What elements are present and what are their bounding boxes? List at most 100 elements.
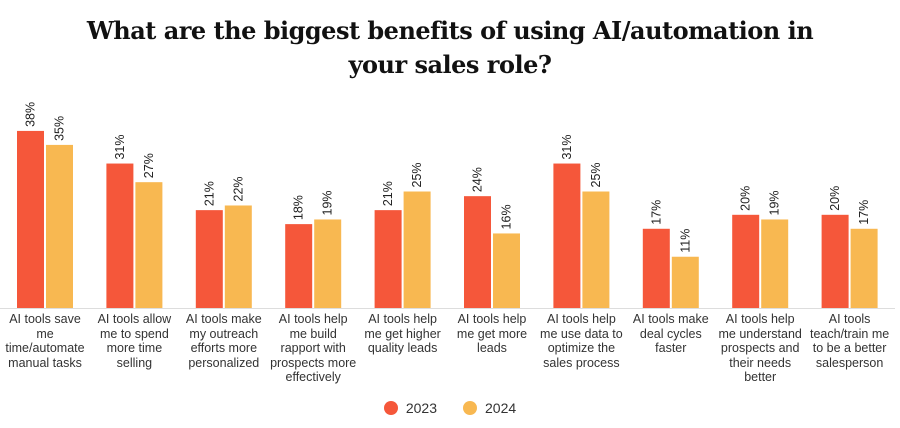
category-label-line: AI tools make <box>185 312 262 326</box>
bar-2024 <box>761 219 789 308</box>
data-label-2024: 25% <box>410 162 424 187</box>
category-label-line: AI tools help <box>725 312 795 326</box>
category-label-line: more time <box>106 341 163 356</box>
bar-2024 <box>135 182 163 308</box>
category-label: AI tools help me get higher quality leads <box>353 312 453 356</box>
category-label-line: faster <box>655 341 687 356</box>
bar-2024 <box>46 144 73 308</box>
bar-chart: 38% 35% 31% 27% 21% 22% 18% 19% 21% 25% 24% 16% 31% 2… <box>0 102 895 309</box>
category-label-line: AI tools help <box>278 312 348 326</box>
category-label-line: teach/train me <box>809 326 890 341</box>
category-label-line: salesperson <box>815 355 884 370</box>
category-label: AI tools make deal cycles faster <box>621 312 721 356</box>
data-label-2023: 21% <box>381 181 395 206</box>
category-label-line: quality leads <box>367 341 438 356</box>
category-label-line: me use data to <box>540 326 623 341</box>
bar-2023 <box>642 228 670 308</box>
category-label-line: AI tools help <box>546 312 616 326</box>
category-label-line: time/automate <box>5 341 85 356</box>
bar-2024 <box>314 219 342 308</box>
category-label-line: me build <box>289 326 337 341</box>
category-label: AI tools help me use data to optimize the s… <box>531 312 631 370</box>
category-label: AI tools make my outreach efforts more pers… <box>174 312 274 370</box>
legend-item-2023[interactable]: 2023 <box>383 400 437 416</box>
bar-2024 <box>224 205 252 308</box>
legend-swatch-2024 <box>463 401 477 415</box>
bar-2024 <box>671 256 699 308</box>
bar-2024 <box>403 191 431 308</box>
category-label-line: leads <box>477 341 507 356</box>
category-label-line: AI tools save <box>9 312 81 326</box>
data-label-2023: 24% <box>471 167 485 192</box>
data-label-2024: 27% <box>142 153 156 178</box>
legend-swatch-2023 <box>383 401 398 415</box>
data-label-2023: 18% <box>292 195 306 220</box>
category-label: AI tools help me get more leads <box>442 312 542 356</box>
category-label-line: prospects more <box>270 355 357 370</box>
category-label-line: me understand <box>718 326 802 341</box>
category-label-line: their needs <box>729 355 792 370</box>
data-label-2024: 25% <box>589 162 603 187</box>
category-label-line: effectively <box>285 370 341 385</box>
bar-2024 <box>850 228 878 308</box>
data-label-2024: 17% <box>857 200 871 225</box>
data-label-2023: 21% <box>202 181 216 206</box>
bar-2023 <box>732 214 760 308</box>
legend-label-2023: 2023 <box>405 400 437 416</box>
bar-2023 <box>285 224 313 308</box>
data-label-2023: 17% <box>649 200 663 225</box>
category-label-line: AI tools make <box>632 312 709 326</box>
category-label-line: optimize the <box>547 341 616 356</box>
category-label-line: to be a better <box>812 341 887 356</box>
category-label-line: me get higher <box>364 326 441 341</box>
category-label-line: AI tools <box>828 312 871 326</box>
category-label-line: AI tools help <box>368 312 437 326</box>
category-label: AI tools help me understand prospects and t… <box>710 312 810 385</box>
legend-label-2024: 2024 <box>485 400 517 416</box>
data-label-2023: 38% <box>24 102 38 127</box>
bar-2023 <box>17 130 44 308</box>
data-label-2024: 22% <box>231 176 245 201</box>
category-label-line: sales process <box>543 355 620 370</box>
bar-2023 <box>374 210 402 308</box>
bar-2024 <box>493 233 520 308</box>
data-label-2024: 16% <box>500 204 514 229</box>
category-label-line: prospects and <box>720 341 800 356</box>
data-label-2023: 20% <box>828 186 842 211</box>
bar-2023 <box>821 214 849 308</box>
data-label-2023: 31% <box>560 135 574 160</box>
category-label-line: AI tools allow <box>97 312 172 326</box>
chart-title-line: your sales role? <box>348 50 552 79</box>
category-label: AI tools save me time/automate manual tasks <box>0 312 95 370</box>
chart-title: What are the biggest benefits of using A… <box>0 14 900 82</box>
category-label-line: AI tools help <box>457 312 527 326</box>
category-label-line: me get more <box>456 326 528 341</box>
bar-2023 <box>464 196 491 308</box>
category-label-line: my outreach <box>189 326 259 341</box>
data-label-2024: 19% <box>321 190 335 215</box>
category-label-line: selling <box>116 355 153 370</box>
legend-item-2024[interactable]: 2024 <box>463 400 516 416</box>
category-label: AI tools teach/train me to be a better sale… <box>800 312 900 370</box>
category-label: AI tools allow me to spend more time sellin… <box>84 312 184 370</box>
category-label-line: efforts more <box>190 341 258 356</box>
chart-title-line: What are the biggest benefits of using A… <box>86 16 814 45</box>
category-label-line: rapport with <box>280 341 346 356</box>
data-label-2023: 31% <box>113 135 127 160</box>
bar-2023 <box>553 163 581 308</box>
data-label-2024: 35% <box>53 116 67 141</box>
category-label-line: personalized <box>188 355 260 370</box>
data-label-2024: 11% <box>678 229 692 253</box>
data-label-2024: 19% <box>768 190 782 215</box>
data-label-2023: 20% <box>739 186 753 211</box>
bar-2023 <box>106 163 134 308</box>
category-label-line: deal cycles <box>639 326 702 341</box>
legend: 2023 2024 <box>0 400 900 416</box>
category-label-line: better <box>744 370 777 385</box>
category-label-line: me <box>36 326 54 341</box>
bar-2023 <box>195 210 223 308</box>
category-label: AI tools help me build rapport with prospec… <box>263 312 363 385</box>
category-label-line: me to spend <box>99 326 169 341</box>
bar-2024 <box>582 191 610 308</box>
category-label-line: manual tasks <box>8 355 82 370</box>
